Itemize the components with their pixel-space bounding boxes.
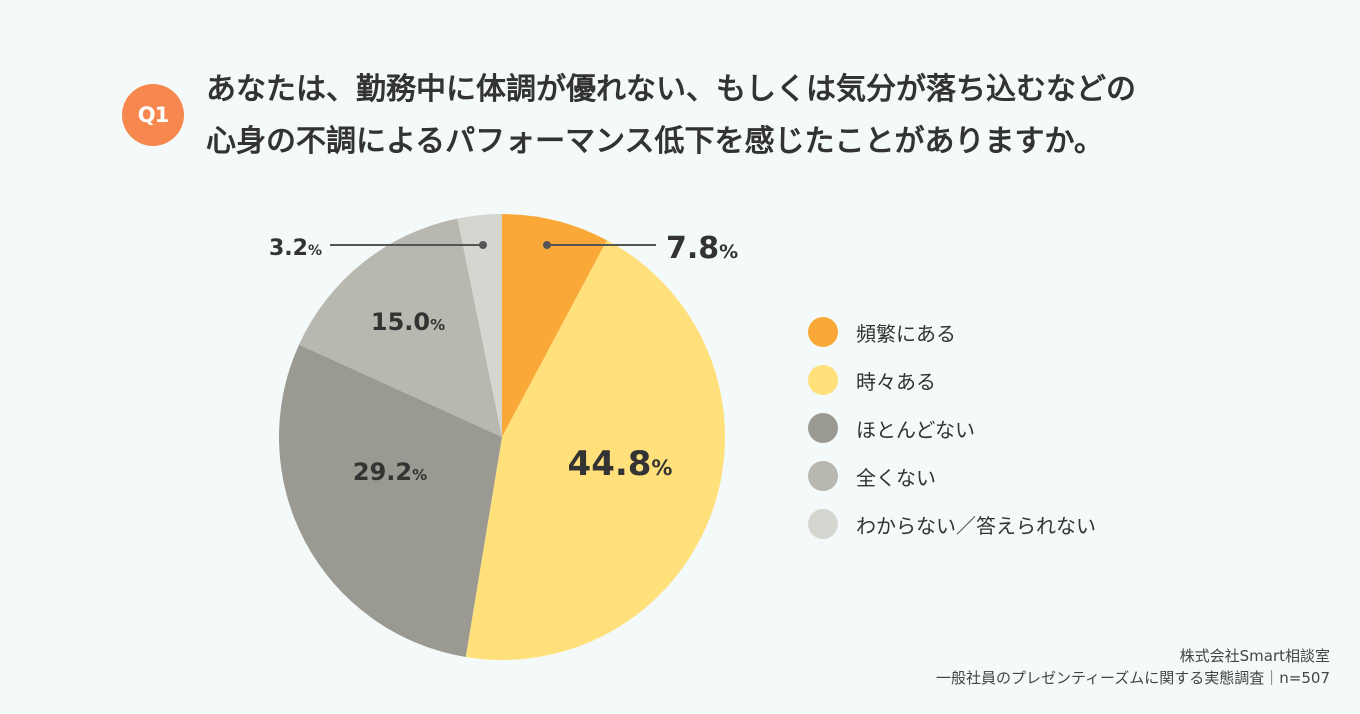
pie-slice <box>465 240 726 660</box>
pie-slice <box>457 214 502 437</box>
legend-swatch <box>808 317 838 347</box>
data-label: 29.2% <box>353 458 427 486</box>
legend-label: 全くない <box>856 465 936 490</box>
question-line-1: あなたは、勤務中に体調が優れない、もしくは気分が落ち込むなどの <box>206 72 1136 107</box>
source-credit: 株式会社Smart相談室 一般社員のプレゼンティーズムに関する実態調査｜n=50… <box>936 645 1330 689</box>
pie-slice <box>279 344 502 658</box>
legend-item: 頻繁にある <box>808 308 1096 356</box>
legend-item: ほとんどない <box>808 404 1096 452</box>
legend-label: わからない／答えられない <box>856 513 1096 538</box>
question-badge: Q1 <box>122 84 184 146</box>
pie-slice <box>502 214 607 437</box>
question-text: あなたは、勤務中に体調が優れない、もしくは気分が落ち込むなどの 心身の不調による… <box>206 64 1316 168</box>
legend: 頻繁にある 時々ある ほとんどない 全くない わからない／答えられない <box>808 308 1096 548</box>
data-label: 7.8% <box>666 231 738 266</box>
legend-swatch <box>808 365 838 395</box>
legend-item: 全くない <box>808 452 1096 500</box>
legend-item: わからない／答えられない <box>808 500 1096 548</box>
legend-label: 頻繁にある <box>856 321 956 346</box>
pie-slice <box>299 218 502 437</box>
credit-company: 株式会社Smart相談室 <box>1179 647 1330 665</box>
legend-label: 時々ある <box>856 369 936 394</box>
legend-swatch <box>808 509 838 539</box>
leader-dot <box>543 241 551 249</box>
data-label: 15.0% <box>371 308 445 336</box>
data-label: 3.2% <box>269 236 322 261</box>
leader-dot <box>479 241 487 249</box>
legend-label: ほとんどない <box>856 417 975 442</box>
legend-swatch <box>808 413 838 443</box>
legend-swatch <box>808 461 838 491</box>
legend-item: 時々ある <box>808 356 1096 404</box>
data-label: 44.8% <box>568 444 673 484</box>
credit-survey: 一般社員のプレゼンティーズムに関する実態調査｜n=507 <box>935 669 1330 687</box>
question-line-2: 心身の不調によるパフォーマンス低下を感じたことがありますか。 <box>206 124 1104 159</box>
